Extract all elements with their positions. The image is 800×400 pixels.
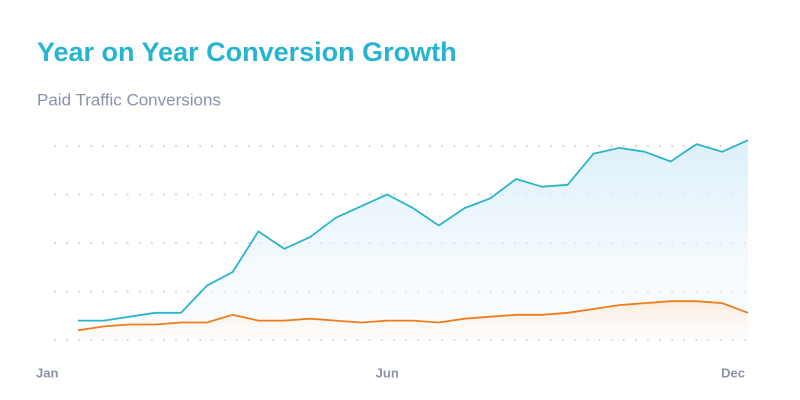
x-tick-label: Dec	[721, 365, 745, 380]
series-line	[78, 139, 749, 322]
chart-title: Year on Year Conversion Growth	[37, 37, 457, 67]
chart-subtitle: Paid Traffic Conversions	[37, 90, 221, 109]
series-line	[77, 300, 749, 332]
area-fill	[78, 140, 748, 340]
x-tick-label: Jan	[36, 365, 58, 380]
x-tick-label: Jun	[376, 365, 399, 380]
